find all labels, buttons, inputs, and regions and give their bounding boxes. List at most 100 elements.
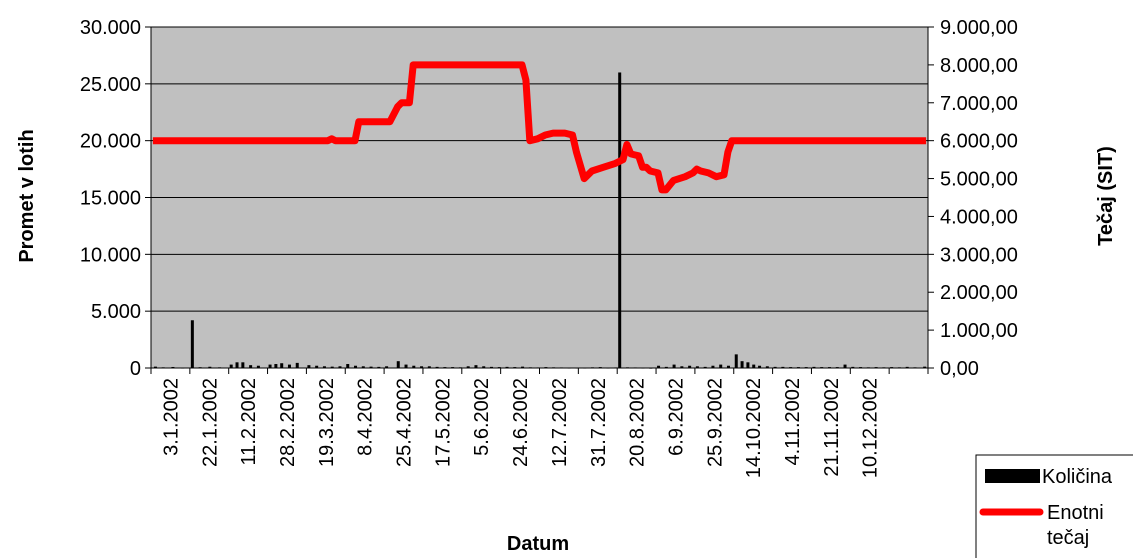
- volume-bar: [614, 367, 618, 369]
- volume-bar: [268, 364, 272, 368]
- volume-bar: [758, 365, 762, 368]
- x-tick-label: 10.12.2002: [860, 378, 882, 478]
- x-tick-label: 17.5.2002: [432, 378, 454, 467]
- volume-bar: [618, 72, 622, 368]
- legend: Količina Enotni tečaj: [975, 454, 1133, 558]
- left-axis-ticks: 0 5.000 10.000 15.000 20.000 25.000 30.000: [80, 17, 151, 380]
- x-tick-label: 22.1.2002: [199, 378, 221, 467]
- volume-bar: [280, 363, 284, 368]
- volume-bar: [890, 367, 894, 369]
- volume-bar: [241, 362, 245, 368]
- volume-bar: [641, 367, 645, 369]
- volume-bar: [781, 366, 785, 368]
- volume-bar: [680, 366, 684, 368]
- x-tick-label: 8.4.2002: [355, 378, 377, 456]
- right-tick-label: 0,00: [940, 358, 979, 380]
- volume-bar: [190, 320, 194, 368]
- volume-bar: [672, 364, 676, 368]
- volume-bar: [229, 364, 233, 368]
- left-tick-label: 0: [130, 358, 141, 380]
- legend-swatch-volume: [985, 469, 1040, 483]
- right-tick-label: 5.000,00: [940, 169, 1018, 191]
- right-tick-label: 2.000,00: [940, 282, 1018, 304]
- legend-label-price-line1: Enotni: [1047, 502, 1104, 524]
- volume-bar: [695, 366, 699, 368]
- volume-bar: [330, 366, 334, 368]
- volume-bar: [851, 366, 855, 368]
- volume-bar: [458, 367, 462, 369]
- volume-bar: [796, 367, 800, 369]
- volume-bar: [719, 364, 723, 368]
- volume-bar: [369, 366, 373, 368]
- volume-bar: [274, 364, 278, 368]
- volume-bar: [583, 367, 587, 369]
- x-tick-label: 14.10.2002: [743, 378, 765, 478]
- volume-bar: [497, 367, 501, 369]
- x-tick-label: 19.3.2002: [316, 378, 338, 467]
- right-tick-label: 4.000,00: [940, 206, 1018, 228]
- volume-bar: [256, 365, 260, 368]
- volume-bar: [633, 367, 637, 369]
- volume-bar: [249, 365, 253, 368]
- volume-bar: [657, 365, 661, 368]
- volume-bar: [544, 367, 548, 369]
- volume-bar: [820, 367, 824, 369]
- x-tick-label: 25.4.2002: [394, 378, 416, 467]
- volume-bar: [843, 364, 847, 368]
- volume-bar: [913, 367, 917, 369]
- volume-bar: [354, 365, 358, 368]
- volume-bar: [404, 364, 408, 368]
- x-tick-label: 20.8.2002: [627, 378, 649, 467]
- volume-bar: [835, 367, 839, 369]
- x-tick-label: 12.7.2002: [549, 378, 571, 467]
- volume-bar: [287, 364, 291, 368]
- volume-bar: [385, 366, 389, 368]
- volume-bar: [897, 367, 901, 369]
- price-line: [152, 61, 927, 194]
- volume-bar: [726, 365, 730, 368]
- volume-bar: [827, 367, 831, 369]
- volume-bar: [773, 366, 777, 368]
- volume-bar: [905, 366, 909, 368]
- volume-bar: [882, 367, 886, 369]
- volume-bar: [746, 362, 750, 368]
- x-tick-label: 3.1.2002: [160, 378, 182, 456]
- volume-bar: [420, 366, 424, 368]
- volume-bar: [489, 366, 493, 368]
- volume-bar: [161, 367, 165, 369]
- volume-bar: [552, 367, 556, 369]
- volume-bar: [427, 366, 431, 368]
- volume-bar: [536, 367, 540, 369]
- volume-bar: [377, 366, 381, 368]
- right-tick-label: 6.000,00: [940, 131, 1018, 153]
- volume-bar: [649, 367, 653, 369]
- volume-bar: [559, 367, 563, 369]
- legend-label-volume: Količina: [1042, 466, 1113, 488]
- right-axis-title: Tečaj (SIT): [1095, 146, 1117, 246]
- volume-bar: [688, 365, 692, 368]
- volume-bar: [235, 362, 239, 368]
- volume-bar: [740, 361, 744, 368]
- volume-bar: [208, 366, 212, 368]
- volume-bar: [859, 367, 863, 369]
- volume-bar: [315, 365, 319, 368]
- volume-bar: [521, 366, 525, 368]
- left-tick-label: 15.000: [80, 188, 141, 210]
- volume-bar: [466, 366, 470, 368]
- right-tick-label: 3.000,00: [940, 244, 1018, 266]
- x-tick-label: 11.2.2002: [238, 378, 260, 466]
- gridlines: [151, 83, 928, 312]
- volume-bar: [923, 366, 927, 368]
- x-axis-title: Datum: [507, 533, 569, 555]
- right-tick-label: 7.000,00: [940, 93, 1018, 115]
- volume-bar: [346, 364, 350, 368]
- x-axis-ticks: 3.1.2002 22.1.2002 11.2.2002 28.2.2002 19.3.…: [150, 368, 929, 478]
- x-tick-label: 21.11.2002: [821, 378, 843, 477]
- volume-bar: [606, 367, 610, 369]
- volume-bar: [625, 367, 629, 369]
- volume-bar: [734, 354, 738, 368]
- volume-bar: [153, 366, 157, 368]
- volume-bar: [361, 366, 365, 368]
- volume-bars: [153, 72, 927, 369]
